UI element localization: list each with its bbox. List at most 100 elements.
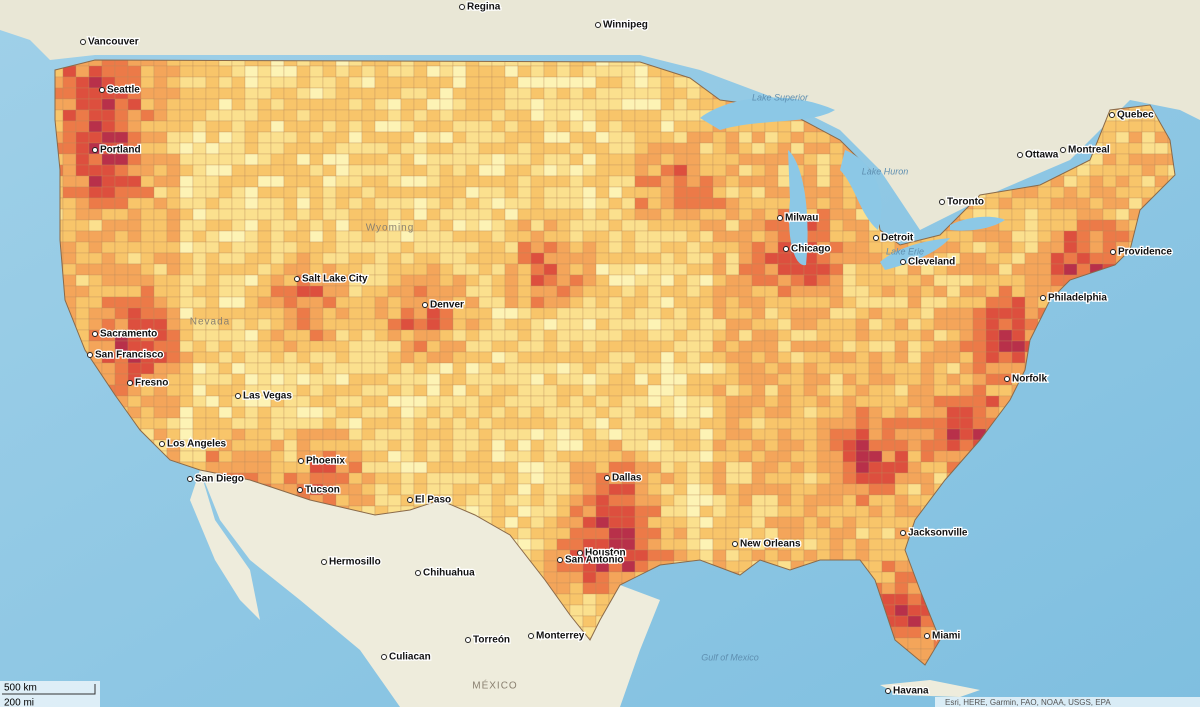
- county: [829, 549, 844, 562]
- county: [478, 439, 493, 452]
- county: [907, 615, 922, 628]
- county: [439, 186, 454, 199]
- county: [1037, 230, 1052, 243]
- county: [88, 175, 103, 188]
- county: [634, 263, 649, 276]
- county: [166, 175, 181, 188]
- county: [166, 230, 181, 243]
- county: [270, 175, 285, 188]
- county: [465, 252, 480, 265]
- county: [283, 230, 298, 243]
- county: [842, 329, 857, 342]
- county: [517, 527, 532, 540]
- county: [686, 439, 701, 452]
- county: [790, 406, 805, 419]
- county: [556, 450, 571, 463]
- county: [582, 428, 597, 441]
- county: [920, 373, 935, 386]
- county: [790, 351, 805, 364]
- county: [608, 406, 623, 419]
- county: [62, 230, 77, 243]
- county: [699, 516, 714, 529]
- county: [296, 307, 311, 320]
- county: [400, 428, 415, 441]
- county: [426, 274, 441, 287]
- county: [426, 362, 441, 375]
- county: [751, 153, 766, 166]
- county: [881, 351, 896, 364]
- county: [1037, 263, 1052, 276]
- county: [621, 406, 636, 419]
- county: [907, 637, 922, 650]
- county: [582, 208, 597, 221]
- county: [842, 461, 857, 474]
- county: [595, 219, 610, 232]
- city-label: Cleveland: [908, 257, 955, 268]
- county: [478, 197, 493, 210]
- county: [829, 461, 844, 474]
- county: [634, 164, 649, 177]
- county: [348, 395, 363, 408]
- county: [751, 131, 766, 144]
- county: [777, 373, 792, 386]
- county: [153, 230, 168, 243]
- county: [127, 274, 142, 287]
- county: [114, 131, 129, 144]
- county: [790, 307, 805, 320]
- county: [309, 406, 324, 419]
- county: [660, 241, 675, 254]
- county: [881, 549, 896, 562]
- county: [569, 120, 584, 133]
- county: [699, 318, 714, 331]
- county: [205, 296, 220, 309]
- county: [608, 351, 623, 364]
- county: [491, 285, 506, 298]
- county: [868, 384, 883, 397]
- county: [647, 197, 662, 210]
- county: [322, 285, 337, 298]
- county: [62, 219, 77, 232]
- county: [361, 362, 376, 375]
- county: [582, 186, 597, 199]
- county: [179, 87, 194, 100]
- county: [387, 241, 402, 254]
- county: [595, 428, 610, 441]
- county: [166, 395, 181, 408]
- county: [725, 516, 740, 529]
- county: [764, 406, 779, 419]
- county: [530, 142, 545, 155]
- county: [413, 76, 428, 89]
- county: [478, 296, 493, 309]
- county: [621, 98, 636, 111]
- county: [1115, 153, 1130, 166]
- county: [166, 351, 181, 364]
- county: [712, 538, 727, 551]
- county: [634, 307, 649, 320]
- county: [946, 274, 961, 287]
- county: [88, 98, 103, 111]
- county: [478, 109, 493, 122]
- county: [972, 340, 987, 353]
- county: [218, 131, 233, 144]
- county: [816, 197, 831, 210]
- county: [205, 450, 220, 463]
- county: [218, 186, 233, 199]
- county: [660, 395, 675, 408]
- county: [231, 263, 246, 276]
- county: [933, 340, 948, 353]
- county: [751, 263, 766, 276]
- county: [803, 516, 818, 529]
- county: [517, 329, 532, 342]
- county: [569, 395, 584, 408]
- county: [244, 164, 259, 177]
- county: [166, 120, 181, 133]
- county: [504, 131, 519, 144]
- county: [621, 186, 636, 199]
- county: [517, 186, 532, 199]
- county: [569, 186, 584, 199]
- city-dot: [235, 393, 241, 399]
- county: [699, 164, 714, 177]
- county: [881, 593, 896, 606]
- county: [595, 87, 610, 100]
- county: [933, 318, 948, 331]
